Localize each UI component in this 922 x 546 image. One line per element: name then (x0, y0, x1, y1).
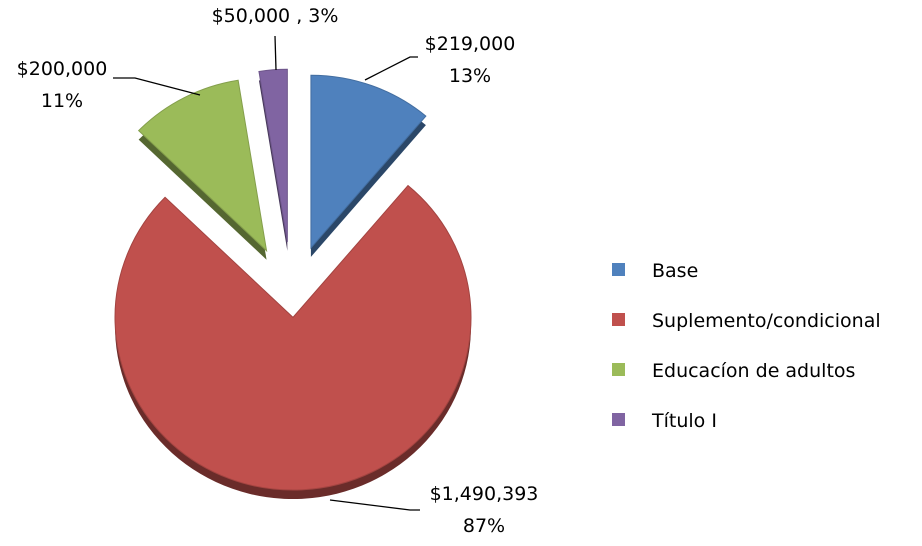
data-label: $1,490,393 87% (430, 483, 539, 537)
data-label: $219,000 13% (425, 33, 516, 87)
leader-line (329, 499, 420, 511)
leader-line (364, 56, 418, 81)
leader-line (113, 77, 201, 96)
legend-swatch (612, 313, 625, 326)
slice (137, 79, 268, 253)
data-label-line: $1,490,393 (430, 483, 539, 505)
data-label-line: 87% (463, 515, 505, 537)
legend-label: Educacíon de adultos (652, 360, 855, 382)
legend-swatch (612, 413, 625, 426)
leader-line (274, 35, 277, 71)
legend-swatch (612, 363, 625, 376)
data-label-line: 13% (449, 65, 491, 87)
slice (310, 74, 427, 250)
legend-label: Título I (651, 410, 717, 432)
data-label-line: $50,000 , 3% (212, 5, 339, 27)
legend-label: Suplemento/condicional (652, 310, 881, 332)
legend-swatch (612, 263, 625, 276)
legend-label: Base (652, 260, 698, 282)
data-label-line: $200,000 (17, 58, 108, 80)
slice (258, 68, 288, 243)
data-label-line: 11% (41, 90, 83, 112)
slice (114, 184, 472, 491)
data-label: $200,000 11% (17, 58, 108, 112)
data-label: $50,000 , 3% (212, 5, 339, 27)
data-label-line: $219,000 (425, 33, 516, 55)
